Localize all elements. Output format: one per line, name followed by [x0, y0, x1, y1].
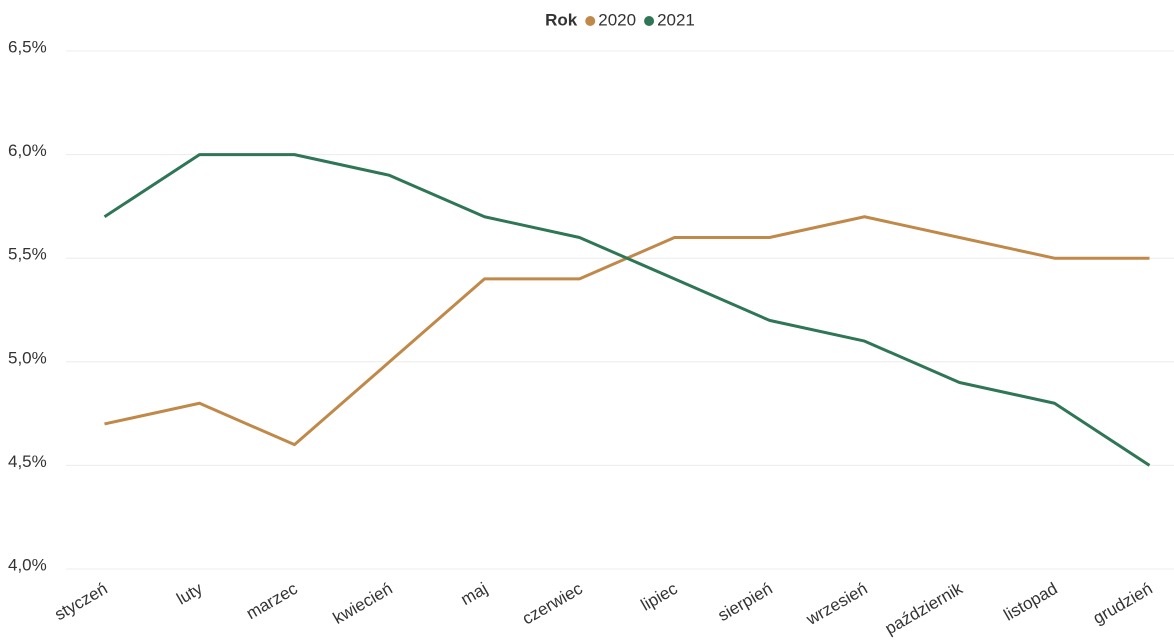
legend-label: 2021 — [657, 10, 695, 29]
x-tick-label: maj — [458, 579, 491, 609]
legend-marker — [644, 16, 655, 26]
y-tick-label: 5,5% — [8, 245, 47, 264]
legend-title: Rok — [545, 10, 578, 29]
x-tick-label: sierpień — [715, 579, 776, 625]
legend: Rok 2020 2021 — [545, 10, 695, 29]
x-tick-label: czerwiec — [519, 579, 586, 629]
x-tick-label: wrzesień — [802, 579, 870, 630]
line-series — [103, 153, 1151, 467]
line-series — [104, 215, 1150, 447]
x-tick-label: luty — [173, 579, 206, 609]
x-tick-label: marzec — [243, 579, 301, 624]
y-tick-label: 6,0% — [8, 141, 47, 160]
legend-marker — [585, 16, 596, 26]
y-tick-label: 5,0% — [8, 348, 47, 367]
x-tick-label: październik — [882, 579, 966, 639]
x-tick-label: grudzień — [1090, 579, 1156, 628]
y-tick-label: 6,5% — [8, 37, 47, 56]
x-tick-label: listopad — [1000, 579, 1060, 625]
x-tick-label: styczeń — [51, 579, 110, 624]
x-tick-label: kwiecień — [330, 579, 396, 628]
y-tick-label: 4,5% — [8, 452, 47, 471]
x-tick-label: lipiec — [638, 579, 681, 615]
y-tick-label: 4,0% — [8, 555, 47, 574]
legend-label: 2020 — [598, 10, 636, 29]
